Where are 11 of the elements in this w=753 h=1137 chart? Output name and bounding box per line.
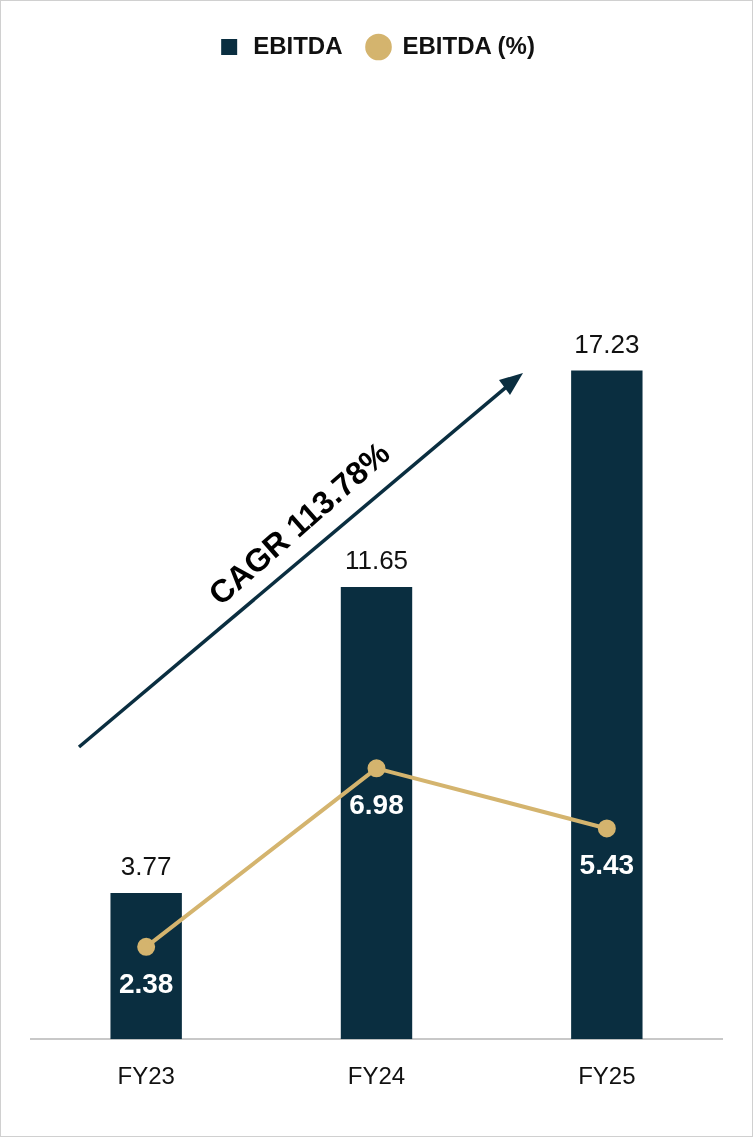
legend-label: EBITDA xyxy=(253,31,343,59)
x-tick-label: FY24 xyxy=(347,1062,406,1090)
data-label: 5.43 xyxy=(579,849,635,881)
x-tick-label: FY23 xyxy=(117,1062,175,1090)
data-label: 6.98 xyxy=(349,789,404,821)
data-label: 2.38 xyxy=(118,967,174,999)
legend-label: EBITDA (%) xyxy=(402,31,535,59)
data-label: 11.65 xyxy=(344,545,409,576)
data-label: 3.77 xyxy=(120,851,172,882)
data-label: 17.23 xyxy=(574,328,640,359)
x-tick-label: FY25 xyxy=(578,1062,636,1090)
